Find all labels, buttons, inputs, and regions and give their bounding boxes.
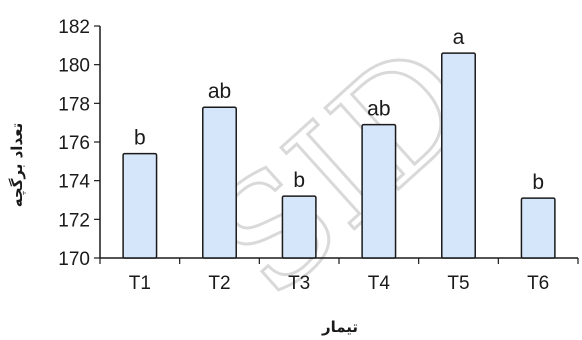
y-tick-label: 174 xyxy=(58,172,90,193)
y-axis-title: تعداد برگچه xyxy=(8,123,27,207)
x-tick-label: T1 xyxy=(129,273,151,294)
y-tick-label: 176 xyxy=(58,133,90,154)
bar xyxy=(520,197,556,259)
significance-letter: b xyxy=(532,171,544,194)
bar xyxy=(122,152,158,259)
significance-letter: ab xyxy=(208,80,231,103)
x-tick-label: T3 xyxy=(288,273,310,294)
x-axis-title: تیمار xyxy=(321,318,358,336)
x-tick-label: T2 xyxy=(208,273,230,294)
significance-letter: a xyxy=(453,26,465,49)
significance-letter: b xyxy=(293,169,305,192)
x-tick-label: T5 xyxy=(447,273,469,294)
bar xyxy=(281,195,317,259)
bar xyxy=(361,123,397,259)
plot-area: 170 172 174 176 178 180 182 b T1 ab T2 b T3 ab T4 a T5 b T… xyxy=(58,17,579,294)
significance-letter: ab xyxy=(367,98,390,121)
y-tick-label: 178 xyxy=(58,94,90,115)
y-tick-label: 180 xyxy=(58,56,90,77)
y-tick-label: 170 xyxy=(58,249,90,270)
y-tick-label: 182 xyxy=(58,17,90,38)
x-tick-label: T4 xyxy=(368,273,391,294)
y-tick-label: 172 xyxy=(58,210,90,231)
significance-letter: b xyxy=(134,127,146,150)
bar xyxy=(202,106,237,259)
bar xyxy=(441,52,476,259)
x-tick-label: T6 xyxy=(527,273,549,294)
